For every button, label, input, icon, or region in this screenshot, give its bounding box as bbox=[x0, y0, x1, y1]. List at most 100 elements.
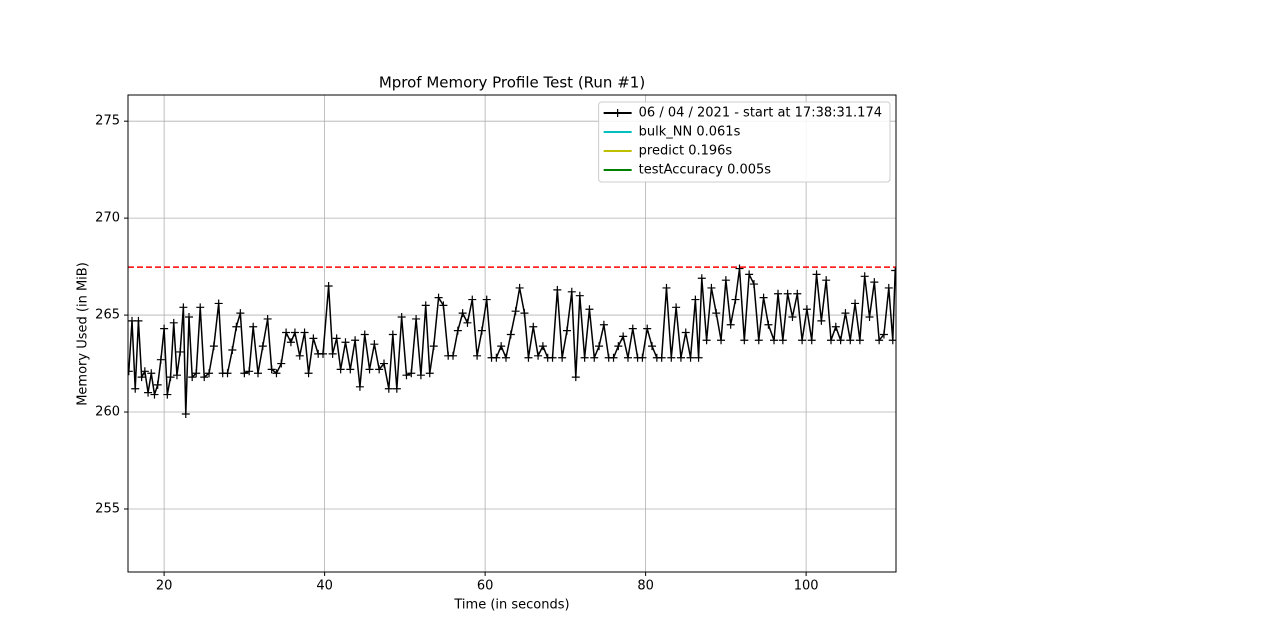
data-point bbox=[332, 334, 341, 343]
data-point bbox=[822, 276, 831, 285]
data-point bbox=[865, 313, 874, 322]
data-point bbox=[137, 373, 146, 382]
data-point bbox=[770, 336, 779, 345]
data-point bbox=[277, 359, 286, 368]
data-point bbox=[425, 369, 434, 378]
y-tick-label: 255 bbox=[95, 501, 120, 516]
data-point bbox=[754, 336, 763, 345]
data-point bbox=[793, 289, 802, 298]
data-point bbox=[501, 353, 510, 362]
data-point bbox=[841, 309, 850, 318]
data-point bbox=[181, 409, 190, 418]
data-point bbox=[453, 326, 462, 335]
data-point bbox=[346, 365, 355, 374]
data-point bbox=[172, 371, 181, 380]
data-point bbox=[726, 320, 735, 329]
data-point bbox=[209, 342, 218, 351]
data-point bbox=[846, 336, 855, 345]
data-point bbox=[249, 322, 258, 331]
data-point bbox=[153, 380, 162, 389]
x-tick-label: 100 bbox=[794, 579, 819, 594]
data-point bbox=[681, 328, 690, 337]
data-point bbox=[836, 336, 845, 345]
data-point bbox=[384, 384, 393, 393]
data-point bbox=[140, 367, 149, 376]
legend-label: testAccuracy 0.005s bbox=[639, 163, 772, 178]
data-point bbox=[309, 334, 318, 343]
data-point bbox=[147, 369, 156, 378]
data-point bbox=[580, 353, 589, 362]
data-point bbox=[144, 388, 153, 397]
data-line bbox=[128, 268, 896, 414]
data-point bbox=[735, 264, 744, 273]
data-point bbox=[798, 336, 807, 345]
data-point bbox=[783, 289, 792, 298]
data-point bbox=[855, 336, 864, 345]
data-point bbox=[392, 384, 401, 393]
data-point bbox=[290, 328, 299, 337]
data-point bbox=[228, 345, 237, 354]
x-tick-label: 80 bbox=[637, 579, 654, 594]
data-point bbox=[365, 365, 374, 374]
data-point bbox=[672, 303, 681, 312]
data-point bbox=[731, 295, 740, 304]
x-tick-label: 60 bbox=[477, 579, 494, 594]
data-point bbox=[686, 353, 695, 362]
y-tick-label: 275 bbox=[95, 114, 120, 129]
data-point bbox=[888, 336, 896, 345]
data-point bbox=[623, 353, 632, 362]
data-point bbox=[648, 342, 657, 351]
data-point bbox=[245, 367, 254, 376]
data-point bbox=[267, 365, 276, 374]
data-point bbox=[826, 336, 835, 345]
data-point bbox=[223, 369, 232, 378]
data-point bbox=[458, 309, 467, 318]
data-point bbox=[721, 276, 730, 285]
data-point bbox=[336, 365, 345, 374]
x-axis-label: Time (in seconds) bbox=[453, 598, 569, 613]
data-point bbox=[482, 295, 491, 304]
data-point bbox=[875, 336, 884, 345]
data-point bbox=[662, 283, 671, 292]
data-point bbox=[812, 270, 821, 279]
legend-marker bbox=[613, 109, 622, 117]
data-point bbox=[707, 283, 716, 292]
data-point bbox=[179, 303, 188, 312]
data-point bbox=[463, 318, 472, 327]
data-point bbox=[590, 353, 599, 362]
data-point bbox=[286, 338, 295, 347]
data-point bbox=[196, 303, 205, 312]
data-point bbox=[860, 272, 869, 281]
data-point bbox=[449, 351, 458, 360]
data-point bbox=[802, 305, 811, 314]
data-point bbox=[263, 314, 272, 323]
data-point bbox=[328, 349, 337, 358]
data-point bbox=[553, 285, 562, 294]
data-point bbox=[759, 293, 768, 302]
data-point bbox=[599, 320, 608, 329]
data-point bbox=[749, 280, 758, 289]
data-point bbox=[567, 287, 576, 296]
data-point bbox=[638, 353, 647, 362]
data-point bbox=[468, 295, 477, 304]
legend-box bbox=[598, 101, 891, 183]
data-point bbox=[360, 330, 369, 339]
data-point bbox=[585, 305, 594, 314]
data-point bbox=[282, 328, 291, 337]
data-point bbox=[879, 330, 888, 339]
data-point bbox=[697, 274, 706, 283]
data-point bbox=[214, 299, 223, 308]
legend-label: bulk_NN 0.061s bbox=[639, 125, 741, 140]
data-point bbox=[134, 316, 143, 325]
data-point bbox=[370, 340, 379, 349]
data-point bbox=[506, 330, 515, 339]
data-point bbox=[657, 353, 666, 362]
data-point bbox=[712, 309, 721, 318]
data-point bbox=[764, 320, 773, 329]
data-point bbox=[380, 359, 388, 368]
data-point bbox=[643, 324, 652, 333]
data-point bbox=[169, 318, 178, 327]
data-point bbox=[176, 347, 185, 356]
data-point bbox=[258, 342, 267, 351]
